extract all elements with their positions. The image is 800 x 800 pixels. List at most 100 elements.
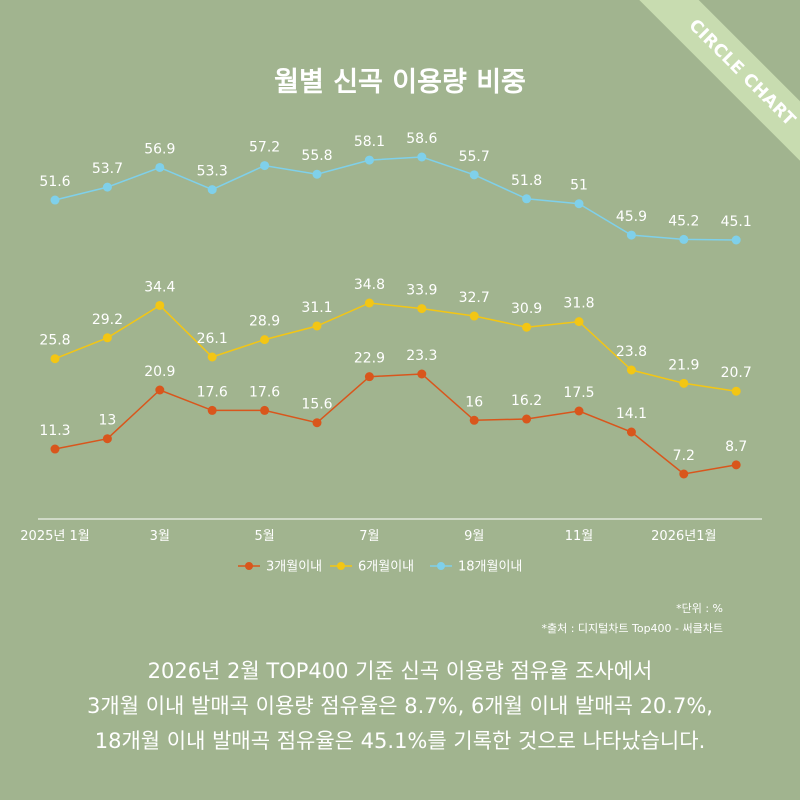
- data-point: [574, 199, 584, 209]
- legend-marker: [337, 562, 345, 570]
- data-label: 58.6: [406, 131, 437, 147]
- data-point: [417, 369, 427, 379]
- data-point: [364, 298, 374, 308]
- data-point: [364, 372, 374, 382]
- data-label: 8.7: [725, 439, 747, 455]
- legend-marker: [437, 562, 445, 570]
- series-1: 11.3 13 20.9 17.6 17.6 15.6 22.9 23.3 16 16.2 17.5…: [39, 348, 747, 479]
- x-tick-label: 5월: [254, 529, 274, 544]
- data-label: 15.6: [301, 397, 332, 413]
- data-label: 26.1: [197, 331, 228, 347]
- data-label: 55.7: [459, 149, 490, 165]
- data-label: 13: [98, 413, 116, 429]
- data-label: 20.9: [144, 364, 175, 380]
- data-point: [731, 386, 741, 396]
- data-point: [207, 352, 217, 362]
- data-point: [469, 415, 479, 425]
- summary-line: 2026년 2월 TOP400 기준 신곡 이용량 점유율 조사에서: [147, 659, 653, 683]
- data-label: 11.3: [39, 423, 70, 439]
- series-3: 51.6 53.7 56.9 53.3 57.2 55.8 58.1 58.6 55.7 51.8…: [39, 131, 752, 245]
- data-point: [522, 322, 532, 332]
- x-tick-label: 2026년1월: [651, 529, 716, 544]
- data-label: 20.7: [721, 365, 752, 381]
- data-point: [155, 385, 165, 395]
- series-line: [54, 156, 737, 241]
- data-label: 16: [465, 394, 483, 410]
- data-label: 25.8: [39, 333, 70, 349]
- legend-marker: [245, 562, 253, 570]
- data-point: [312, 418, 322, 428]
- data-point: [731, 235, 741, 245]
- data-label: 23.3: [406, 348, 437, 364]
- data-label: 53.3: [197, 164, 228, 180]
- data-point: [522, 414, 532, 424]
- data-point: [207, 405, 217, 415]
- summary-text: 2026년 2월 TOP400 기준 신곡 이용량 점유율 조사에서 3개월 이…: [0, 654, 800, 759]
- data-label: 31.8: [563, 296, 594, 312]
- data-label: 56.9: [144, 141, 175, 157]
- data-label: 31.1: [301, 300, 332, 316]
- data-point: [679, 469, 689, 479]
- data-point: [207, 185, 217, 195]
- data-label: 34.4: [144, 279, 175, 295]
- data-point: [102, 333, 112, 343]
- data-point: [312, 321, 322, 331]
- data-point: [679, 378, 689, 388]
- source-note: *출처 : 디지털차트 Top400 - 써클차트: [541, 622, 723, 635]
- data-point: [155, 162, 165, 172]
- x-tick-label: 9월: [464, 529, 484, 544]
- data-point: [50, 354, 60, 364]
- data-point: [102, 434, 112, 444]
- series-2: 25.8 29.2 34.4 26.1 28.9 31.1 34.8 33.9 32.7 30.9…: [39, 277, 752, 396]
- data-label: 14.1: [616, 406, 647, 422]
- data-label: 22.9: [354, 351, 385, 367]
- line-chart: 2025년 1월 3월 5월 7월 9월 11월 2026년1월 11.3 13 20.9 17.6…: [20, 131, 762, 575]
- data-point: [626, 230, 636, 240]
- data-label: 51: [570, 178, 588, 194]
- data-point: [260, 335, 270, 345]
- series-line: [54, 302, 737, 392]
- data-point: [574, 406, 584, 416]
- data-point: [312, 169, 322, 179]
- data-label: 51.6: [39, 174, 70, 190]
- data-label: 34.8: [354, 277, 385, 293]
- data-point: [417, 304, 427, 314]
- data-label: 45.9: [616, 209, 647, 225]
- data-point: [50, 444, 60, 454]
- data-point: [469, 170, 479, 180]
- data-label: 17.6: [249, 384, 280, 400]
- data-point: [102, 182, 112, 192]
- legend-label: 6개월이내: [358, 560, 414, 575]
- data-label: 45.2: [668, 213, 699, 229]
- summary-line: 3개월 이내 발매곡 이용량 점유율은 8.7%, 6개월 이내 발매곡 20.…: [87, 694, 713, 718]
- data-point: [260, 161, 270, 171]
- series-line: [54, 373, 737, 475]
- data-label: 51.8: [511, 173, 542, 189]
- data-label: 30.9: [511, 301, 542, 317]
- data-label: 21.9: [668, 357, 699, 373]
- data-label: 55.8: [301, 148, 332, 164]
- data-label: 28.9: [249, 314, 280, 330]
- data-point: [626, 365, 636, 375]
- legend-item: 18개월이내: [430, 560, 522, 575]
- data-point: [679, 234, 689, 244]
- legend-item: 3개월이내: [238, 560, 322, 575]
- data-point: [626, 427, 636, 437]
- x-tick-label: 3월: [150, 529, 170, 544]
- x-tick-label: 11월: [565, 529, 594, 544]
- data-label: 7.2: [673, 448, 695, 464]
- data-label: 45.1: [721, 214, 752, 230]
- chart-title: 월별 신곡 이용량 비중: [274, 67, 526, 98]
- x-tick-label: 7월: [359, 529, 379, 544]
- data-label: 16.2: [511, 393, 542, 409]
- data-label: 17.5: [563, 385, 594, 401]
- legend-label: 3개월이내: [266, 560, 322, 575]
- data-point: [574, 317, 584, 327]
- data-label: 17.6: [197, 384, 228, 400]
- data-point: [417, 152, 427, 162]
- data-point: [731, 460, 741, 470]
- data-label: 57.2: [249, 140, 280, 156]
- data-label: 32.7: [459, 290, 490, 306]
- data-label: 58.1: [354, 134, 385, 150]
- data-point: [260, 405, 270, 415]
